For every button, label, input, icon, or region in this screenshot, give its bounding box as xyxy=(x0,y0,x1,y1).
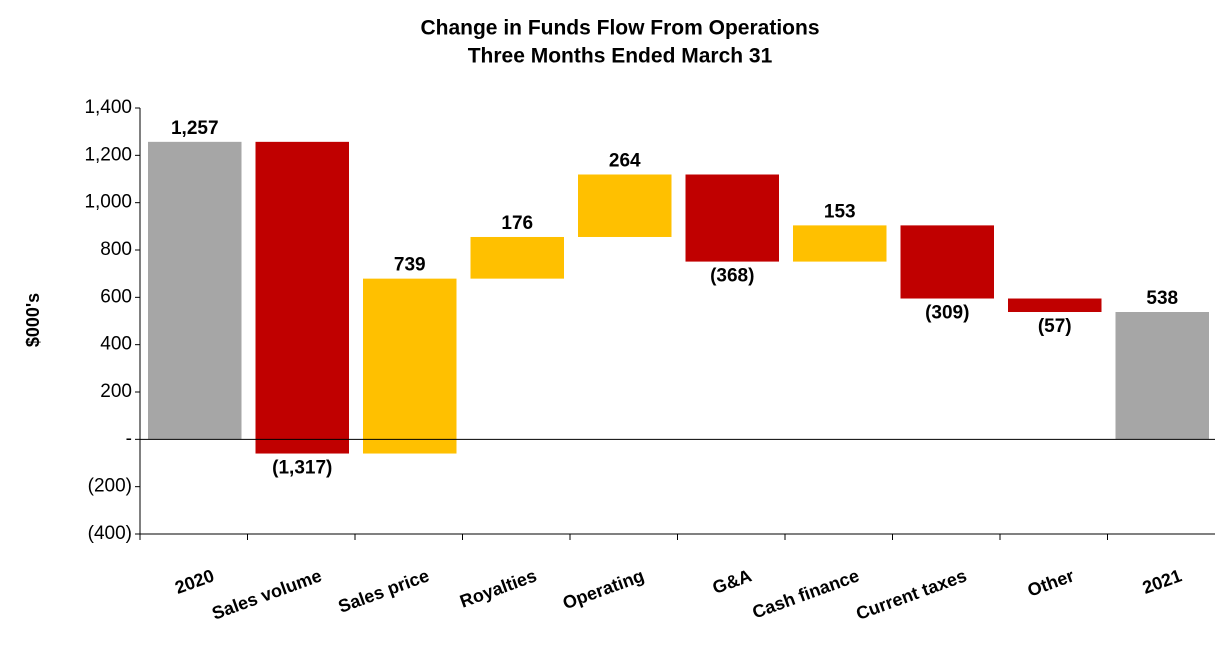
bar xyxy=(900,225,994,299)
bar xyxy=(1115,312,1209,440)
y-tick-label: 1,200 xyxy=(84,144,132,165)
bar xyxy=(255,141,349,454)
x-tick-label: Sales volume xyxy=(209,565,324,623)
value-label: 153 xyxy=(824,201,856,222)
y-tick-label: - xyxy=(126,428,132,449)
x-tick-label: 2020 xyxy=(172,565,216,597)
bar xyxy=(1008,298,1102,313)
chart-subtitle: Three Months Ended March 31 xyxy=(468,45,773,68)
x-tick-label: Royalties xyxy=(457,565,539,611)
y-tick-label: 200 xyxy=(100,381,132,402)
bar xyxy=(470,236,564,279)
bar xyxy=(363,278,457,454)
y-tick-label: 1,400 xyxy=(84,97,132,118)
y-tick-label: 1,000 xyxy=(84,192,132,213)
bar xyxy=(685,174,779,262)
chart-title: Change in Funds Flow From Operations xyxy=(420,17,819,40)
value-label: 538 xyxy=(1146,288,1178,309)
value-label: 264 xyxy=(609,151,641,172)
x-tick-label: Cash finance xyxy=(750,565,862,622)
x-tick-label: Current taxes xyxy=(853,565,969,623)
value-label: (57) xyxy=(1038,316,1072,337)
value-label: (1,317) xyxy=(272,458,332,479)
value-label: (368) xyxy=(710,266,754,287)
value-label: (309) xyxy=(925,303,969,324)
bar xyxy=(148,141,242,440)
y-tick-label: 400 xyxy=(100,334,132,355)
x-tick-label: Sales price xyxy=(336,565,432,616)
y-tick-label: (200) xyxy=(88,476,132,497)
x-tick-label: G&A xyxy=(710,565,754,597)
y-tick-label: (400) xyxy=(88,523,132,544)
x-tick-label: Other xyxy=(1025,565,1077,600)
bar xyxy=(578,174,672,237)
y-tick-label: 600 xyxy=(100,286,132,307)
y-tick-label: 800 xyxy=(100,239,132,260)
value-label: 176 xyxy=(501,213,533,234)
x-tick-label: Operating xyxy=(560,565,647,613)
y-axis-label: $000's xyxy=(23,293,43,347)
bar xyxy=(793,225,887,262)
value-label: 1,257 xyxy=(171,118,219,139)
value-label: 739 xyxy=(394,255,426,276)
x-tick-label: 2021 xyxy=(1140,565,1184,597)
